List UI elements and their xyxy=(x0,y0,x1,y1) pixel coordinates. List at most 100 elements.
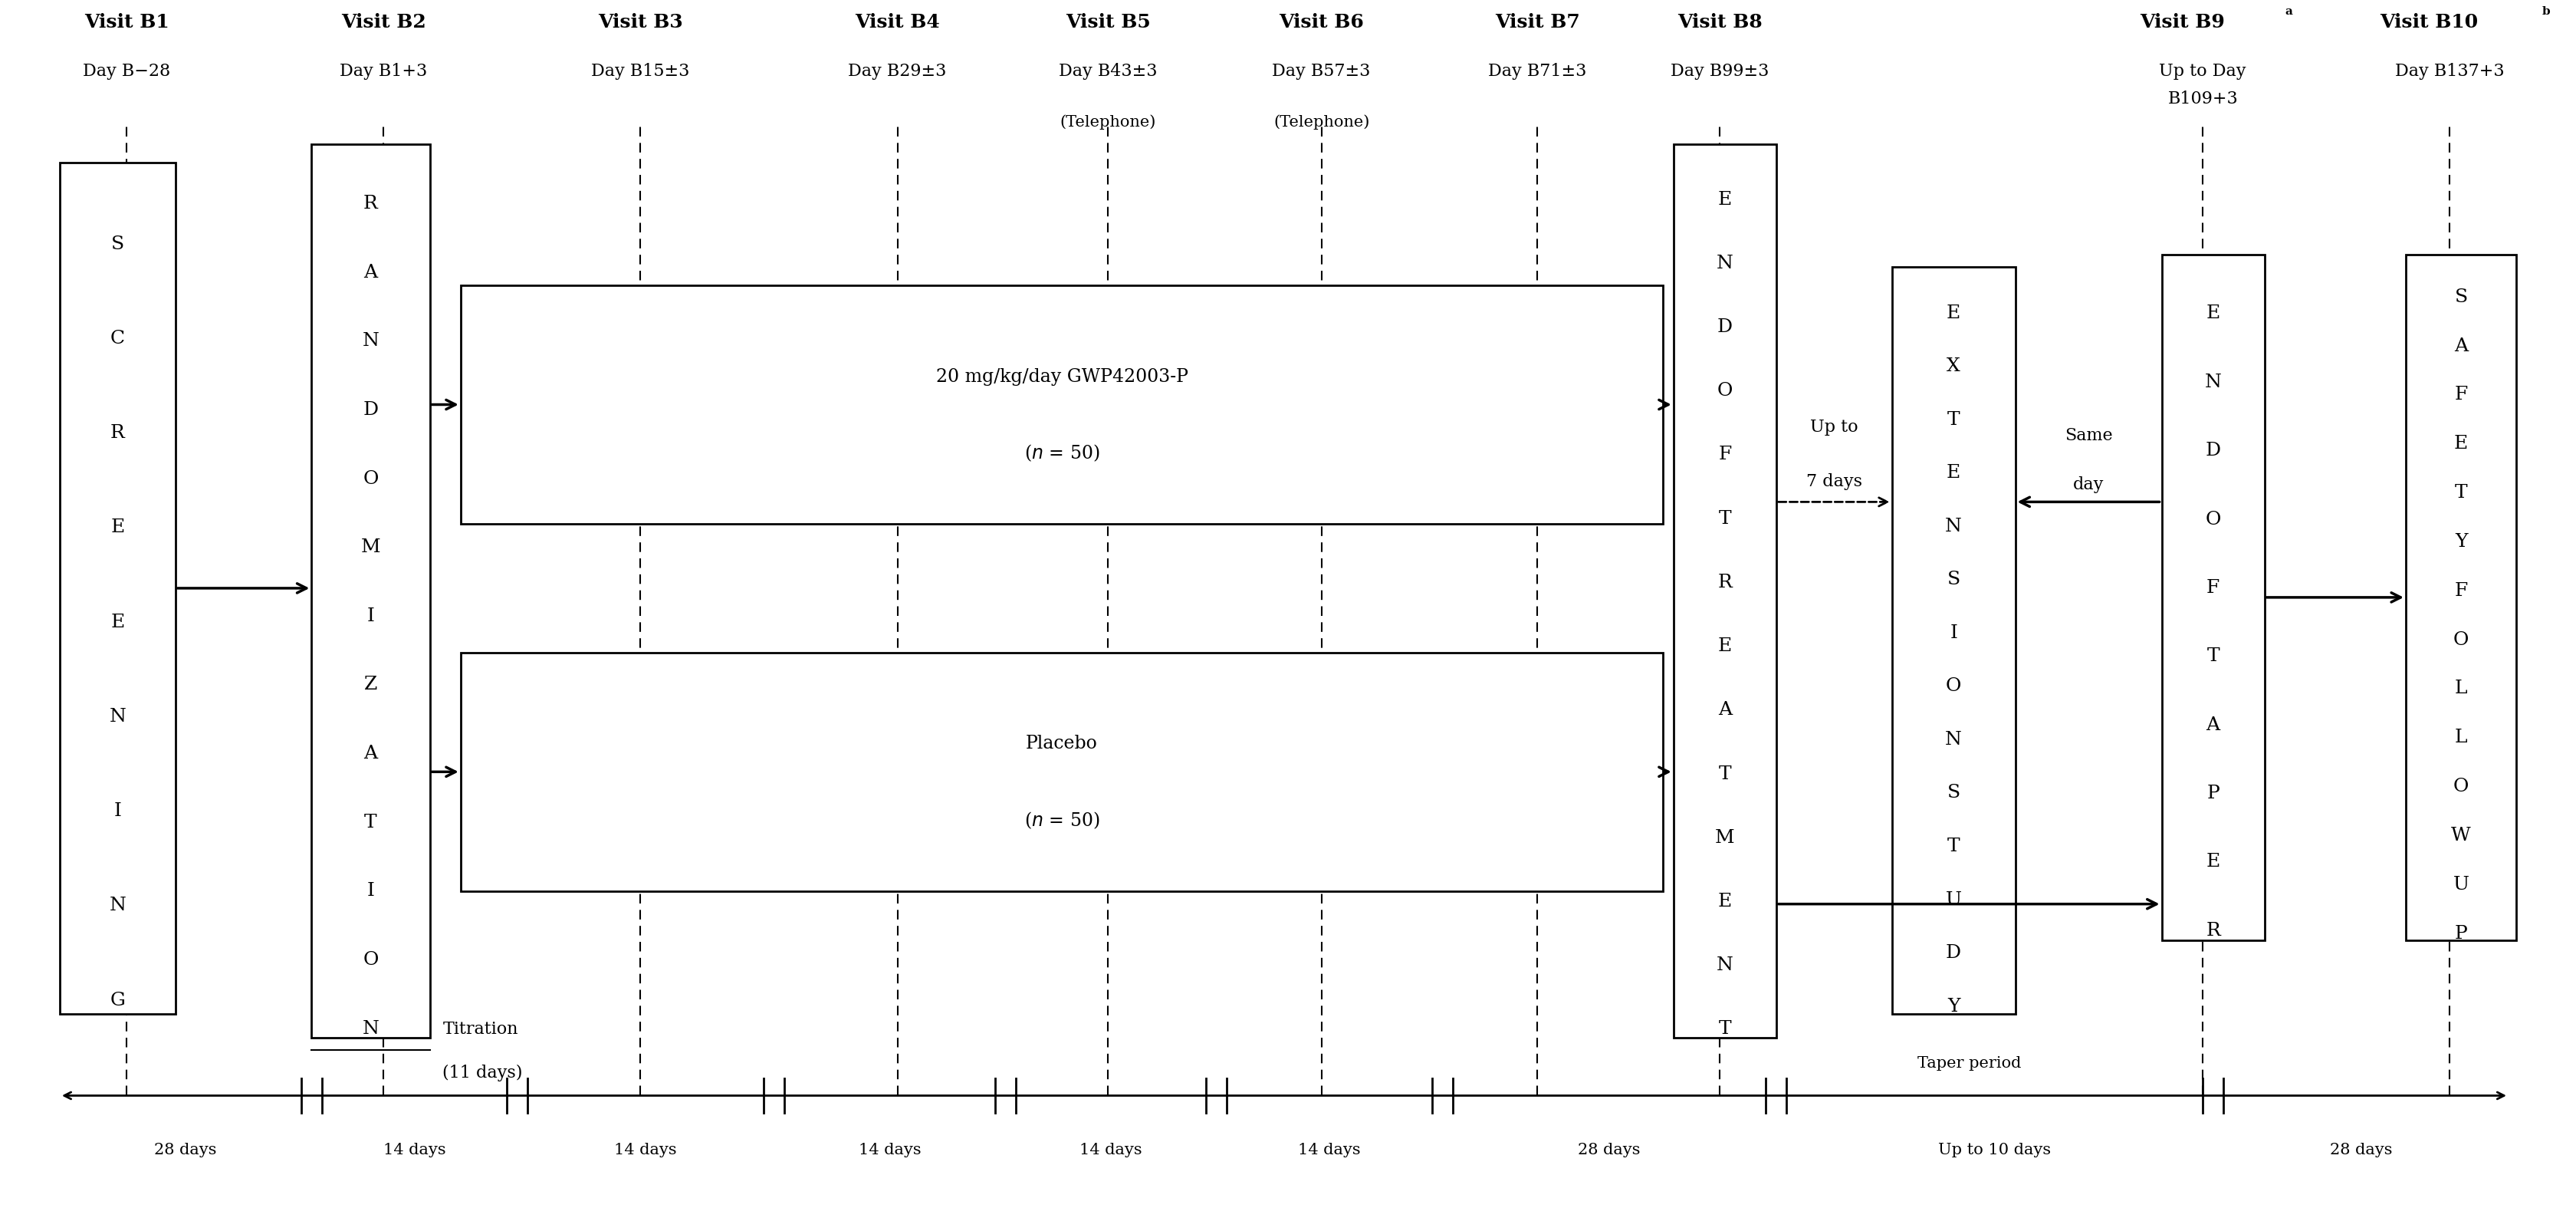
Text: Day B1+3: Day B1+3 xyxy=(340,63,428,80)
Text: N: N xyxy=(363,332,379,350)
Text: Day B57±3: Day B57±3 xyxy=(1273,63,1370,80)
Text: day: day xyxy=(2074,475,2105,492)
Bar xyxy=(2161,255,2264,940)
Text: P: P xyxy=(2208,784,2221,801)
Text: 14 days: 14 days xyxy=(1298,1142,1360,1157)
Text: T: T xyxy=(1947,411,1960,428)
Text: S: S xyxy=(1947,784,1960,801)
Text: O: O xyxy=(363,469,379,487)
Text: A: A xyxy=(1718,700,1731,719)
Text: M: M xyxy=(361,538,381,556)
Text: X: X xyxy=(1947,357,1960,375)
Text: O: O xyxy=(2452,777,2468,795)
Text: E: E xyxy=(1947,464,1960,481)
Text: Day B−28: Day B−28 xyxy=(82,63,170,80)
Text: F: F xyxy=(1718,446,1731,463)
Text: Visit B1: Visit B1 xyxy=(85,14,170,31)
Text: P: P xyxy=(2455,924,2468,942)
Text: ($\it{n}$ = 50): ($\it{n}$ = 50) xyxy=(1025,810,1100,830)
Text: E: E xyxy=(1718,892,1731,910)
Bar xyxy=(2406,255,2517,940)
Text: Visit B5: Visit B5 xyxy=(1066,14,1151,31)
Text: A: A xyxy=(363,263,379,281)
Text: E: E xyxy=(1947,304,1960,321)
Text: W: W xyxy=(2452,826,2470,844)
Text: a: a xyxy=(2285,6,2293,17)
Text: Y: Y xyxy=(2455,533,2468,550)
Text: Same: Same xyxy=(2063,427,2112,443)
Text: 28 days: 28 days xyxy=(155,1142,216,1157)
Text: Visit B7: Visit B7 xyxy=(1494,14,1579,31)
Bar xyxy=(312,145,430,1038)
Text: L: L xyxy=(2455,729,2468,746)
Text: T: T xyxy=(1718,1019,1731,1038)
Text: Day B137+3: Day B137+3 xyxy=(2396,63,2504,80)
Text: R: R xyxy=(2205,921,2221,939)
Text: T: T xyxy=(1947,837,1960,854)
Text: S: S xyxy=(1947,570,1960,588)
Text: O: O xyxy=(1945,677,1960,694)
Text: O: O xyxy=(2452,630,2468,649)
Text: O: O xyxy=(363,950,379,968)
Text: Day B71±3: Day B71±3 xyxy=(1489,63,1587,80)
Text: O: O xyxy=(2205,510,2221,528)
Text: N: N xyxy=(1716,956,1734,974)
Text: F: F xyxy=(2455,385,2468,404)
Text: E: E xyxy=(2205,853,2221,870)
Text: N: N xyxy=(1716,255,1734,272)
Text: b: b xyxy=(2543,6,2550,17)
Text: N: N xyxy=(2205,373,2221,390)
Text: M: M xyxy=(1716,828,1734,846)
Text: A: A xyxy=(2205,715,2221,734)
Text: N: N xyxy=(108,896,126,913)
Text: Day B99±3: Day B99±3 xyxy=(1669,63,1770,80)
Text: G: G xyxy=(111,991,126,1008)
Text: N: N xyxy=(1945,730,1963,748)
Text: 20 mg/kg/day GWP42003-P: 20 mg/kg/day GWP42003-P xyxy=(935,368,1188,385)
Text: I: I xyxy=(366,881,374,900)
Bar xyxy=(59,164,175,1013)
Text: Visit B2: Visit B2 xyxy=(340,14,425,31)
Text: 28 days: 28 days xyxy=(1579,1142,1641,1157)
Text: A: A xyxy=(363,745,379,762)
Text: (11 days): (11 days) xyxy=(443,1064,523,1081)
Text: E: E xyxy=(111,518,124,535)
Bar xyxy=(1674,145,1777,1038)
Bar xyxy=(461,652,1664,891)
Text: R: R xyxy=(111,423,124,442)
Text: Day B43±3: Day B43±3 xyxy=(1059,63,1157,80)
Text: 14 days: 14 days xyxy=(613,1142,677,1157)
Bar xyxy=(1891,267,2014,1013)
Text: E: E xyxy=(2455,435,2468,453)
Text: ($\it{n}$ = 50): ($\it{n}$ = 50) xyxy=(1025,443,1100,463)
Text: Up to: Up to xyxy=(1811,419,1857,435)
Text: Y: Y xyxy=(1947,997,1960,1014)
Text: S: S xyxy=(111,235,124,252)
Text: Visit B10: Visit B10 xyxy=(2380,14,2478,31)
Text: N: N xyxy=(363,1019,379,1037)
Text: Visit B3: Visit B3 xyxy=(598,14,683,31)
Bar xyxy=(461,286,1664,524)
Text: E: E xyxy=(2205,304,2221,323)
Text: Up to 10 days: Up to 10 days xyxy=(1937,1142,2050,1157)
Text: D: D xyxy=(1945,944,1960,961)
Text: A: A xyxy=(2455,337,2468,355)
Text: F: F xyxy=(2455,581,2468,599)
Text: T: T xyxy=(1718,764,1731,782)
Text: R: R xyxy=(363,194,379,212)
Text: E: E xyxy=(1718,638,1731,655)
Text: 14 days: 14 days xyxy=(1079,1142,1141,1157)
Text: (Telephone): (Telephone) xyxy=(1061,114,1157,129)
Text: S: S xyxy=(2455,288,2468,305)
Text: Visit B8: Visit B8 xyxy=(1677,14,1762,31)
Text: (Telephone): (Telephone) xyxy=(1273,114,1370,129)
Text: D: D xyxy=(1718,318,1734,336)
Text: Visit B6: Visit B6 xyxy=(1278,14,1363,31)
Text: C: C xyxy=(111,330,124,347)
Text: F: F xyxy=(2208,579,2221,596)
Text: Taper period: Taper period xyxy=(1917,1055,2020,1070)
Text: T: T xyxy=(2208,648,2221,665)
Text: 7 days: 7 days xyxy=(1806,473,1862,490)
Text: Visit B4: Visit B4 xyxy=(855,14,940,31)
Text: Up to Day: Up to Day xyxy=(2159,63,2246,80)
